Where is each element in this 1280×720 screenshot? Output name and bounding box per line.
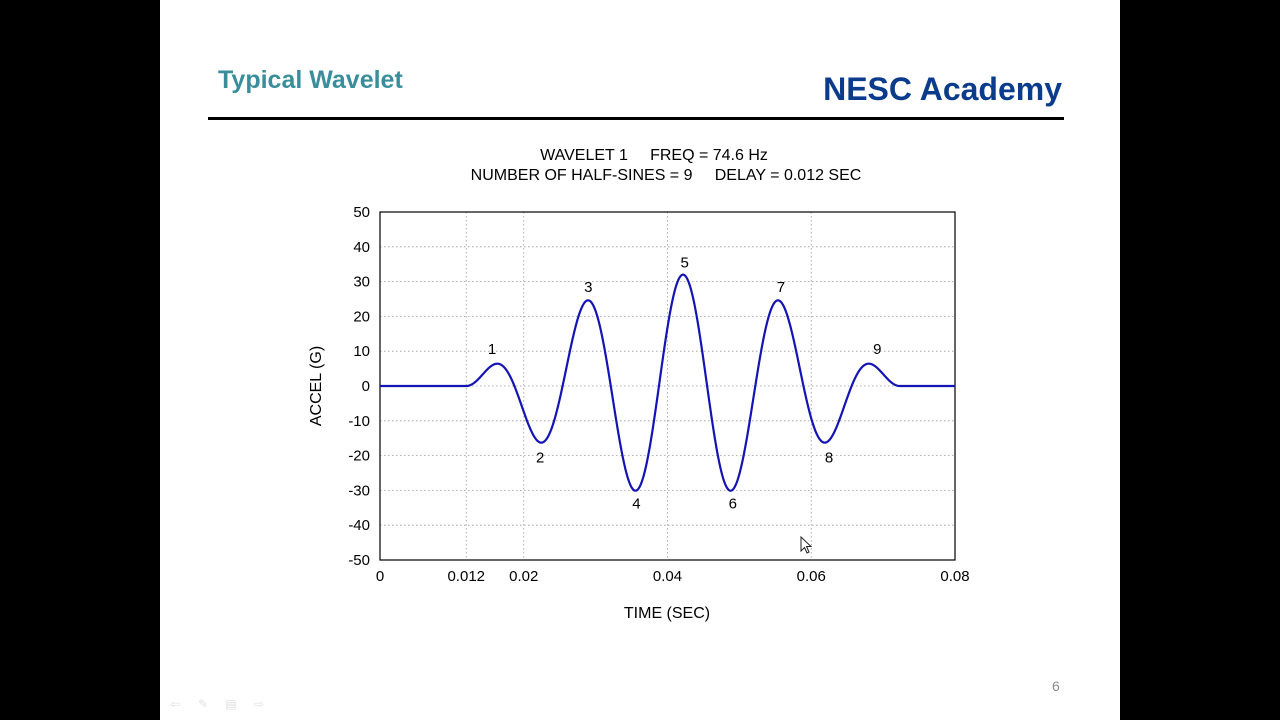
next-slide-icon[interactable]: ⇨ (253, 697, 265, 711)
slide: Typical Wavelet NESC Academy 0 0.012 0.02 0… (160, 0, 1120, 720)
peak-labels: 1 2 3 4 5 6 7 8 9 (488, 254, 882, 512)
series-layer (379, 273, 956, 492)
x-tick-label: 0.04 (653, 568, 682, 585)
y-tick-label: -40 (348, 517, 370, 534)
nesc-academy-logo: NESC Academy (823, 71, 1062, 107)
y-tick-label: 10 (353, 343, 370, 360)
y-tick-label: 40 (353, 239, 370, 256)
title-divider (208, 117, 1064, 120)
y-axis-label: ACCEL (G) (308, 346, 325, 426)
y-tick-label: 0 (362, 378, 370, 395)
peak-label: 8 (825, 449, 833, 466)
slideshow-controls: ⇦ ✎ ▤ ⇨ (166, 697, 268, 711)
peak-label: 2 (536, 449, 544, 466)
y-tick-label: -10 (348, 413, 370, 430)
peak-label: 7 (777, 279, 785, 296)
peak-label: 9 (873, 341, 881, 358)
tick-labels: 0 0.012 0.02 0.04 0.06 0.08 50 40 30 20 10 0 -10 -20 -… (348, 204, 969, 585)
menu-icon[interactable]: ▤ (225, 697, 237, 711)
mouse-pointer-icon (800, 536, 813, 554)
slide-title: Typical Wavelet (218, 66, 403, 94)
y-tick-label: -20 (348, 448, 370, 465)
y-tick-label: 50 (353, 204, 370, 221)
peak-label: 1 (488, 341, 496, 358)
y-tick-label: -50 (348, 552, 370, 569)
y-tick-label: 20 (353, 308, 370, 325)
y-tick-label: -30 (348, 482, 370, 499)
peak-label: 5 (680, 254, 688, 271)
x-axis-label: TIME (SEC) (624, 605, 710, 622)
x-tick-label: 0.02 (509, 568, 538, 585)
wavelet-chart: 0 0.012 0.02 0.04 0.06 0.08 50 40 30 20 10 0 -10 -20 -… (308, 147, 970, 622)
chart-title-line-2: NUMBER OF HALF-SINES = 9 DELAY = 0.012 S… (471, 167, 862, 184)
x-tick-label: 0.012 (447, 568, 485, 585)
peak-label: 6 (729, 495, 737, 512)
previous-slide-icon[interactable]: ⇦ (169, 697, 181, 711)
chart-title-line-1: WAVELET 1 FREQ = 74.6 Hz (540, 147, 768, 164)
plot-area (380, 212, 955, 560)
x-tick-label: 0.06 (797, 568, 826, 585)
y-tick-label: 30 (353, 274, 370, 291)
x-tick-label: 0 (376, 568, 384, 585)
peak-label: 4 (632, 495, 640, 512)
page-number: 6 (1052, 678, 1060, 694)
peak-label: 3 (584, 279, 592, 296)
pen-icon[interactable]: ✎ (197, 697, 209, 711)
x-tick-label: 0.08 (940, 568, 969, 585)
wavelet-series-line (379, 273, 956, 492)
